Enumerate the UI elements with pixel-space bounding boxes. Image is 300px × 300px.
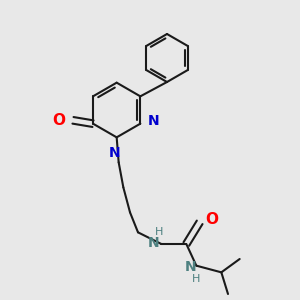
Text: O: O (206, 212, 219, 226)
Text: N: N (148, 236, 160, 250)
Text: N: N (184, 260, 196, 274)
Text: H: H (191, 274, 200, 284)
Text: N: N (109, 146, 121, 160)
Text: N: N (148, 114, 159, 128)
Text: O: O (53, 113, 66, 128)
Text: H: H (154, 227, 163, 237)
